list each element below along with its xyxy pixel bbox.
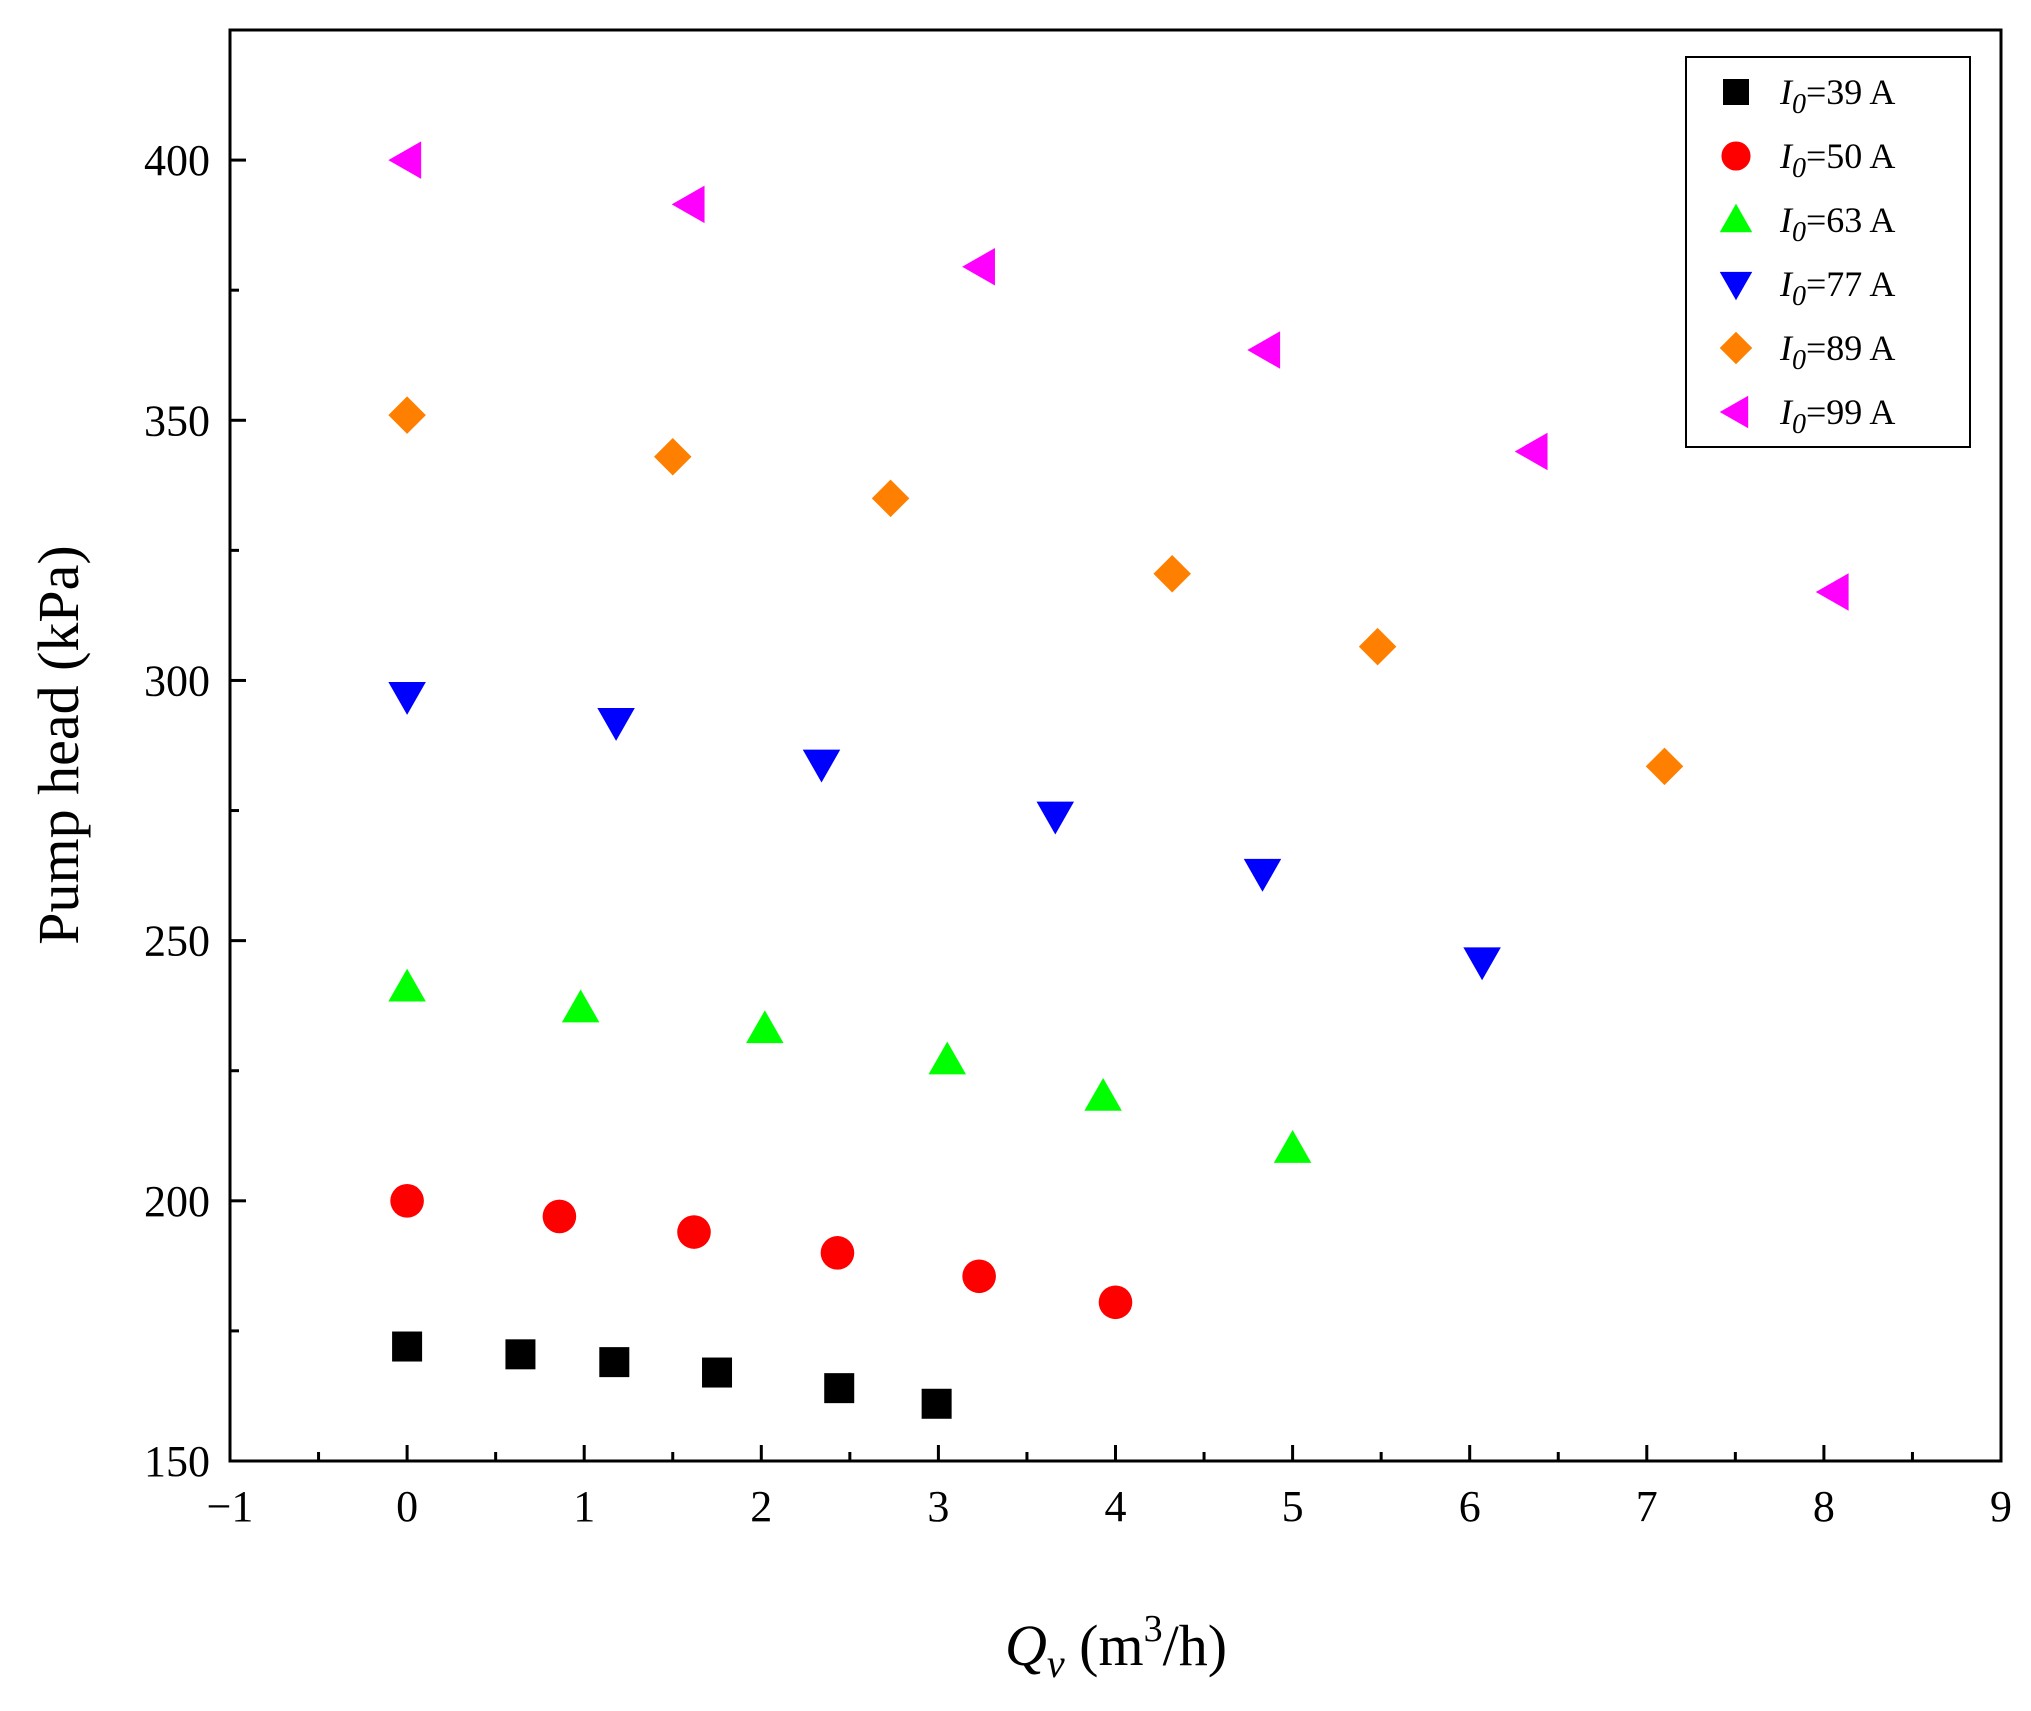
point-triangle-down xyxy=(802,749,841,783)
point-triangle-up xyxy=(561,989,600,1023)
y-axis-title: Pump head (kPa) xyxy=(26,545,91,945)
point-triangle-left xyxy=(1247,331,1281,369)
point-triangle-left xyxy=(1514,432,1548,471)
x-axis-title-q: Q xyxy=(1005,1613,1047,1678)
legend-label: I0=89 A xyxy=(1779,328,1895,376)
point-square xyxy=(392,1331,423,1362)
x-axis-title: Qv (m3/h) xyxy=(1005,1608,1227,1686)
point-triangle-down xyxy=(388,682,426,715)
point-triangle-down xyxy=(1036,801,1075,835)
point-square xyxy=(824,1373,855,1404)
legend-marker-triangle-left xyxy=(1719,395,1749,429)
point-triangle-left xyxy=(671,185,705,224)
legend-label: I0=39 A xyxy=(1779,72,1895,120)
x-tick-label: 8 xyxy=(1813,1482,1835,1531)
point-triangle-up xyxy=(746,1010,784,1044)
legend-label: I0=77 A xyxy=(1779,264,1895,312)
x-tick-label: 1 xyxy=(573,1482,595,1531)
point-triangle-down xyxy=(1463,947,1501,981)
point-circle xyxy=(1098,1285,1133,1320)
point-circle xyxy=(542,1199,577,1234)
x-tick-label: 7 xyxy=(1636,1482,1658,1531)
y-tick-label: 350 xyxy=(144,396,210,445)
point-circle xyxy=(962,1259,996,1294)
x-axis-title-sup: 3 xyxy=(1144,1608,1163,1650)
point-circle xyxy=(390,1184,424,1218)
y-tick-label: 400 xyxy=(144,136,210,185)
point-circle xyxy=(677,1215,711,1249)
legend-label: I0=50 A xyxy=(1779,136,1895,184)
legend-marker-diamond xyxy=(1719,331,1753,365)
x-tick-label: 6 xyxy=(1459,1482,1481,1531)
point-diamond xyxy=(1645,747,1684,786)
y-tick-label: 150 xyxy=(144,1437,210,1486)
x-tick-label: 2 xyxy=(750,1482,772,1531)
x-tick-label: 5 xyxy=(1282,1482,1304,1531)
x-tick-label: 9 xyxy=(1990,1482,2012,1531)
point-triangle-up xyxy=(1273,1130,1312,1163)
legend-marker-triangle-down xyxy=(1719,271,1753,301)
point-square xyxy=(921,1388,952,1419)
point-square xyxy=(599,1347,630,1378)
x-tick-label: 3 xyxy=(927,1482,949,1531)
point-diamond xyxy=(654,437,692,476)
y-axis: 150 200 250 300 350 400 xyxy=(144,136,246,1486)
x-axis: −1 0 1 2 3 4 5 6 7 8 9 xyxy=(207,1445,2012,1531)
legend-marker-circle xyxy=(1721,141,1751,171)
x-axis-title-unit-b: /h) xyxy=(1163,1613,1227,1678)
legend: I0=39 A I0=50 A I0=63 A I0=77 A I0=89 A I0=99… xyxy=(1685,56,1971,448)
point-triangle-up xyxy=(388,968,426,1002)
y-tick-label: 300 xyxy=(144,656,210,705)
legend-label: I0=63 A xyxy=(1779,200,1895,248)
x-tick-label: 0 xyxy=(396,1482,418,1531)
point-triangle-up xyxy=(928,1041,967,1075)
point-circle xyxy=(820,1236,855,1270)
point-diamond xyxy=(388,396,426,434)
data-points xyxy=(388,141,1849,1419)
point-triangle-left xyxy=(388,141,422,179)
point-triangle-down xyxy=(597,708,635,741)
point-diamond xyxy=(871,479,910,518)
point-diamond xyxy=(1153,555,1191,593)
x-axis-title-unit-a: (m xyxy=(1065,1613,1144,1678)
point-square xyxy=(505,1339,536,1370)
legend-label: I0=99 A xyxy=(1779,392,1895,440)
y-tick-label: 250 xyxy=(144,917,210,966)
legend-marker-triangle-up xyxy=(1719,203,1753,233)
point-triangle-up xyxy=(1084,1077,1122,1111)
point-triangle-left xyxy=(1815,573,1849,611)
x-tick-label: 4 xyxy=(1105,1482,1127,1531)
y-tick-label: 200 xyxy=(144,1177,210,1226)
x-axis-title-sub: v xyxy=(1047,1641,1065,1686)
legend-marker-square xyxy=(1723,79,1749,105)
point-square xyxy=(702,1357,733,1388)
legend-box xyxy=(1685,56,1971,448)
point-triangle-left xyxy=(962,248,995,286)
x-tick-label: −1 xyxy=(207,1482,254,1531)
point-triangle-down xyxy=(1243,858,1282,892)
point-diamond xyxy=(1358,627,1397,666)
